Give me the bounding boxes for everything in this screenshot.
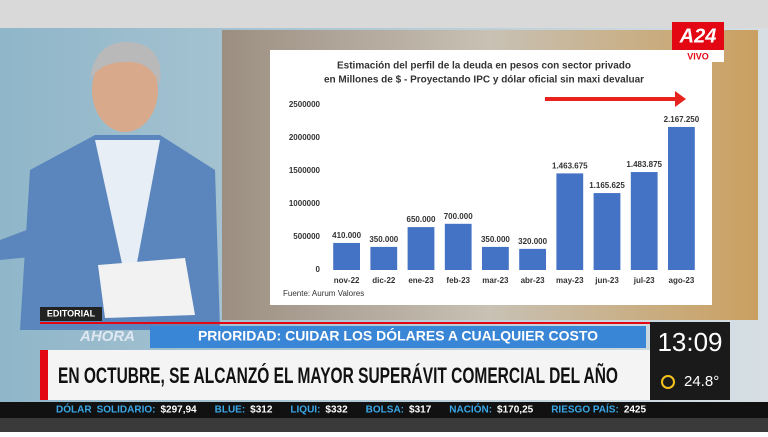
ticker-value: $317: [409, 405, 432, 416]
arrow: [545, 91, 686, 107]
logo: A24 VIVO: [672, 22, 724, 62]
x-tick-label: jun-23: [594, 276, 619, 285]
y-tick-label: 500000: [293, 232, 320, 241]
ticker-value: $312: [250, 405, 273, 416]
y-tick-label: 2500000: [289, 100, 321, 109]
bar: [593, 193, 621, 270]
ticker-value: $297,94: [160, 405, 197, 416]
bar: [407, 227, 435, 270]
presenter: [0, 41, 220, 330]
ticker-label: LIQUI:: [290, 405, 320, 416]
rule: [40, 322, 650, 324]
headline: EN OCTUBRE, SE ALCANZÓ EL MAYOR SUPERÁVI…: [58, 363, 618, 388]
chart-source: Fuente: Aurum Valores: [283, 289, 364, 298]
bar: [519, 248, 546, 270]
y-tick-label: 2000000: [289, 133, 321, 142]
ticker-value: $332: [325, 405, 348, 416]
y-tick-label: 1000000: [289, 199, 321, 208]
bottom-strip: [0, 418, 768, 432]
bar: [370, 246, 398, 270]
section: EDITORIAL: [47, 308, 96, 318]
topic: PRIORIDAD: CUIDAR LOS DÓLARES A CUALQUIE…: [198, 327, 598, 344]
ticker-value: 2425: [624, 405, 647, 416]
bar: [444, 223, 472, 270]
sun-icon: [661, 375, 675, 389]
section-tag: [40, 307, 102, 321]
logo-live: VIVO: [687, 51, 709, 61]
ticker-label: SOLIDARIO:: [97, 405, 156, 416]
value-label: 700.000: [444, 212, 473, 221]
x-tick-label: ene-23: [408, 276, 434, 285]
now: AHORA: [79, 328, 135, 345]
x-tick-label: abr-23: [521, 276, 546, 285]
bar: [556, 173, 584, 270]
value-label: 1.483.875: [626, 160, 662, 169]
topic-bar: [150, 326, 646, 348]
x-tick-label: feb-23: [446, 276, 470, 285]
clock: 13:09: [657, 327, 722, 357]
bar: [668, 126, 695, 270]
bar: [333, 242, 360, 270]
ticker-label: BLUE:: [215, 405, 246, 416]
x-tick-label: ago-23: [669, 276, 695, 285]
x-tick-label: nov-22: [334, 276, 360, 285]
bar: [630, 172, 658, 270]
value-label: 1.463.675: [552, 162, 588, 171]
bar: [482, 246, 509, 270]
ticker-label: NACIÓN:: [449, 403, 492, 416]
value-label: 410.000: [332, 231, 361, 240]
x-tick-label: mar-23: [482, 276, 509, 285]
headline-bar: [40, 350, 650, 400]
value-label: 320.000: [518, 237, 547, 246]
headline-accent: [40, 350, 48, 400]
ticker-value: $170,25: [497, 405, 534, 416]
top-banner: [0, 0, 768, 28]
value-label: 350.000: [369, 235, 398, 244]
ticker-label: DÓLAR: [56, 403, 92, 416]
ticker-label: BOLSA:: [366, 405, 404, 416]
x-tick-label: jul-23: [633, 276, 655, 285]
ticker-label: RIESGO PAÍS:: [551, 403, 619, 416]
value-label: 650.000: [407, 215, 436, 224]
y-tick-label: 1500000: [289, 166, 321, 175]
logo-brand: A24: [679, 25, 717, 47]
chart-title: Estimación del perfil de la deuda en pes…: [337, 61, 631, 72]
x-tick-label: dic-22: [372, 276, 396, 285]
ticker-bar: [0, 402, 768, 418]
y-tick-label: 0: [316, 265, 321, 274]
value-label: 350.000: [481, 235, 510, 244]
value-label: 2.167.250: [664, 115, 700, 124]
x-tick-label: may-23: [556, 276, 584, 285]
temperature: 24.8°: [684, 373, 719, 390]
value-label: 1.165.625: [589, 181, 625, 190]
chart-subtitle: en Millones de $ - Proyectando IPC y dól…: [324, 75, 644, 86]
